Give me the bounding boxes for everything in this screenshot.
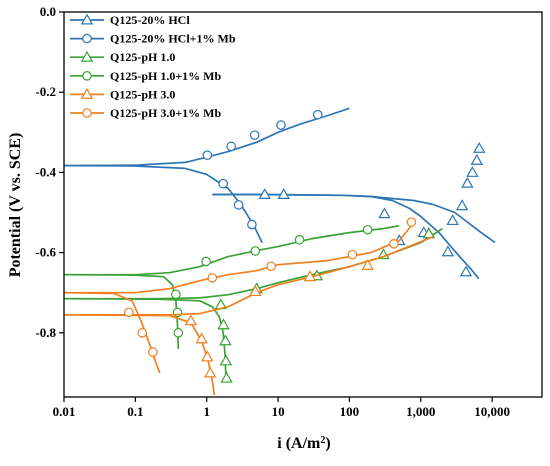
data-point (219, 334, 232, 346)
data-point (124, 307, 134, 318)
data-point (406, 217, 417, 227)
x-tick-label: 0.01 (53, 404, 76, 419)
series-0 (212, 141, 496, 280)
y-tick-label: -0.8 (35, 325, 56, 340)
series-3 (63, 224, 400, 349)
x-axis-label-sup: 2 (320, 435, 325, 446)
data-point (473, 141, 486, 153)
data-point (361, 259, 374, 270)
data-point (219, 354, 233, 366)
data-point (137, 328, 148, 338)
x-axis-label-main: i (A/m (277, 435, 321, 452)
data-point (466, 166, 479, 177)
data-point (446, 214, 459, 226)
data-point (173, 328, 184, 338)
data-point (207, 273, 218, 283)
data-point (195, 332, 208, 344)
data-point (389, 239, 399, 249)
series-cathodic-line (63, 164, 263, 243)
x-tick-label: 1,000 (406, 404, 435, 419)
data-point (459, 265, 473, 277)
data-point (362, 224, 373, 235)
legend-label: Q125-pH 3.0 (110, 87, 175, 101)
y-tick-label: -0.2 (35, 84, 56, 99)
data-point (201, 256, 211, 267)
legend-marker (80, 13, 94, 25)
series-cathodic-line (63, 297, 228, 382)
x-axis-label-close: ) (325, 435, 330, 452)
x-tick-label: 100 (340, 404, 360, 419)
series-anodic-line (64, 221, 415, 294)
x-tick-label: 1 (203, 404, 210, 419)
legend-label: Q125-pH 1.0 (110, 50, 175, 64)
data-point (249, 130, 260, 140)
series-1 (63, 107, 350, 243)
x-tick-label: 10,000 (474, 404, 510, 419)
y-tick-label: -0.6 (35, 245, 56, 260)
series-4 (63, 235, 434, 396)
data-point (247, 219, 257, 230)
data-point (226, 141, 236, 152)
series-anodic-line (64, 227, 443, 300)
data-point (303, 270, 317, 282)
legend-label: Q125-pH 3.0+1% Mb (110, 106, 222, 120)
data-point (249, 285, 262, 297)
series-cathodic-line (63, 313, 216, 396)
series-anodic-line (63, 107, 350, 167)
data-point (266, 261, 276, 272)
data-point (233, 200, 244, 210)
legend-marker (82, 33, 92, 44)
x-tick-label: 10 (272, 404, 285, 419)
data-point (347, 249, 358, 260)
legend: Q125-20% HCl Q125-20% HCl+1% Mb Q125-pH 1.… (70, 13, 236, 120)
data-point (441, 245, 455, 257)
data-point (455, 199, 469, 211)
data-point (217, 318, 230, 330)
y-tick-label: 0.0 (40, 4, 56, 19)
data-point (203, 366, 217, 378)
data-point (312, 109, 323, 120)
data-point (220, 371, 233, 383)
series-cathodic-line (63, 291, 161, 374)
data-point (202, 150, 213, 160)
data-point (250, 246, 261, 256)
series-5 (63, 217, 417, 374)
y-axis-label: Potential (V vs. SCE) (7, 133, 24, 278)
legend-marker (80, 50, 94, 62)
legend-marker (82, 71, 92, 81)
series-anodic-line (64, 235, 434, 316)
x-tick-label: 0.1 (127, 404, 143, 419)
legend-marker (82, 108, 92, 118)
series-layer (63, 107, 496, 396)
x-axis-label: i (A/m2) (277, 435, 330, 453)
data-point (218, 178, 228, 189)
data-point (378, 207, 391, 219)
legend-label: Q125-20% HCl (110, 13, 190, 27)
plot-frame (63, 11, 543, 398)
data-point (461, 176, 474, 188)
legend-marker (80, 87, 94, 99)
data-point (276, 120, 286, 130)
series-cathodic-line (212, 193, 480, 280)
data-point (294, 234, 305, 245)
data-point (201, 350, 214, 362)
data-point (258, 188, 271, 199)
data-point (171, 289, 181, 300)
ticks-layer: 0.01 0.1 1 10 100 1,000 10,000 0.0 -0.2 -0.4 -0.6 -… (35, 4, 510, 419)
data-point (184, 314, 198, 326)
y-tick-label: -0.4 (35, 164, 56, 179)
series-cathodic-line (63, 273, 180, 349)
legend-label: Q125-20% HCl+1% Mb (110, 32, 236, 46)
data-point (148, 347, 158, 357)
legend-label: Q125-pH 1.0+1% Mb (110, 69, 222, 83)
data-point (277, 188, 290, 199)
data-point (470, 153, 484, 165)
